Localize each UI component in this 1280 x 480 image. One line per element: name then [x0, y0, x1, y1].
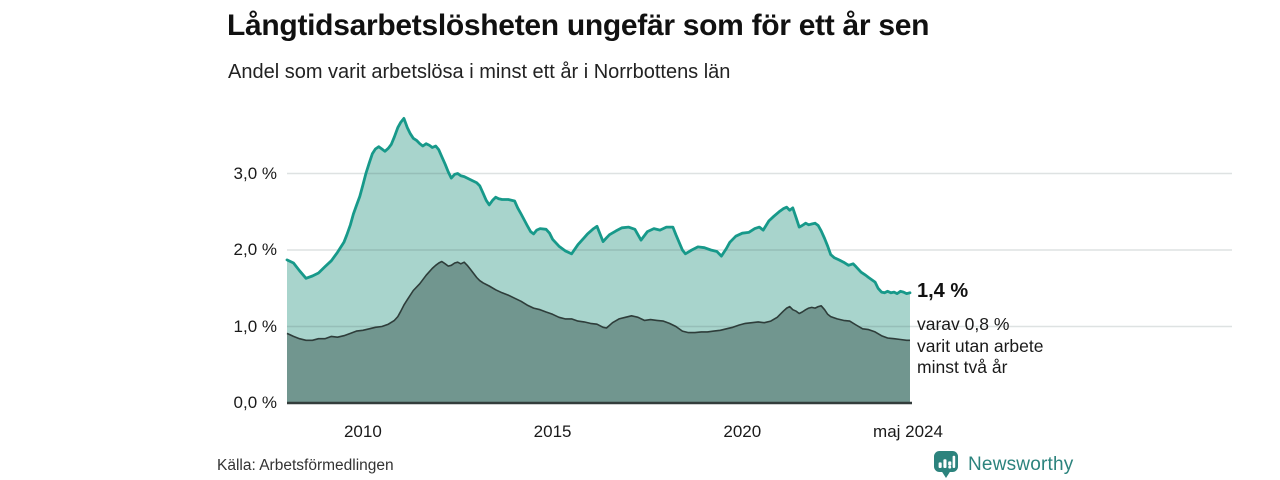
y-tick-label: 2,0 % — [233, 240, 277, 259]
annotation-line-1: varav 0,8 % — [917, 314, 1010, 334]
line-minst-tva-ar — [286, 260, 910, 342]
line-minst-ett-ar — [285, 117, 912, 295]
annotation-line-3: minst två år — [917, 357, 1008, 377]
annotation-detail: varav 0,8 % varit utan arbete minst två … — [917, 314, 1043, 379]
brand-logo: Newsworthy — [933, 450, 1073, 479]
area-minst-tva-ar — [287, 261, 910, 403]
newsworthy-icon — [934, 451, 958, 478]
source-note: Källa: Arbetsförmedlingen — [217, 457, 394, 474]
page-title: Långtidsarbetslösheten ungefär som för e… — [227, 9, 930, 42]
annotation-line-2: varit utan arbete — [917, 335, 1044, 356]
latest-value-label: 1,4 % — [917, 280, 969, 302]
brand-name: Newsworthy — [968, 453, 1074, 475]
x-tick-label: maj 2024 — [873, 422, 943, 441]
y-tick-label: 3,0 % — [233, 163, 277, 183]
y-tick-label: 0,0 % — [233, 393, 277, 412]
x-tick-label: 2020 — [723, 422, 762, 441]
x-tick-label: 2015 — [533, 422, 572, 441]
x-tick-label: 2010 — [343, 422, 382, 441]
chart-subtitle: Andel som varit arbetslösa i minst ett å… — [228, 61, 731, 83]
chart-areas — [285, 117, 1232, 404]
y-tick-label: 1,0 % — [233, 316, 277, 336]
